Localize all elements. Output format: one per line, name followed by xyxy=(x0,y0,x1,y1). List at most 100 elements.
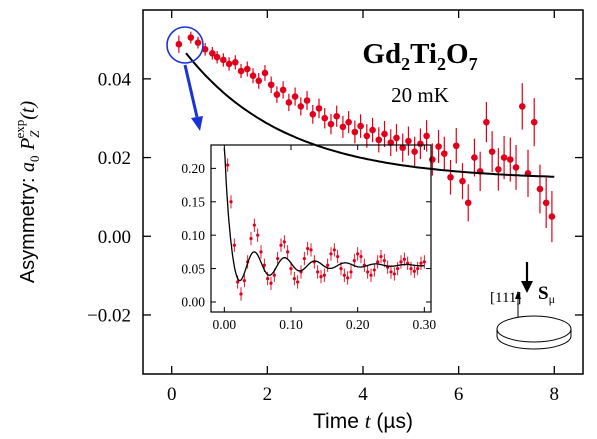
main-data-point xyxy=(399,144,406,152)
inset-data-point xyxy=(422,260,426,264)
main-x-tick-label: 6 xyxy=(454,384,464,405)
zoom-arrow-head xyxy=(191,116,203,131)
main-tick-labels: 0 2 4 6 8 −0.02 0.00 0.02 0.04 xyxy=(87,70,559,405)
inset-data-point xyxy=(322,273,326,277)
main-data-point xyxy=(495,166,502,173)
main-data-point xyxy=(429,156,436,163)
main-data-point xyxy=(518,103,526,110)
inset-data-point xyxy=(369,273,373,277)
main-y-tick-label: 0.04 xyxy=(98,70,132,91)
inset-y-tick-label: 0.00 xyxy=(181,295,205,310)
inset-data-point xyxy=(296,280,300,284)
main-data-point xyxy=(220,56,227,64)
x-axis-label-var: t xyxy=(365,409,372,433)
main-data-point xyxy=(530,118,538,126)
inset-data-point xyxy=(269,281,273,285)
main-data-point xyxy=(249,72,257,80)
crystal-axis-label: [111] xyxy=(490,290,521,306)
main-data-point xyxy=(303,97,311,104)
main-data-point xyxy=(327,120,335,128)
main-data-point xyxy=(507,156,514,163)
inset-data-point xyxy=(402,257,406,261)
inset-data-point xyxy=(266,277,270,281)
chart-title: Gd2Ti2O7 xyxy=(362,38,477,74)
title-element-o: O xyxy=(446,38,469,70)
main-data-point xyxy=(267,81,275,89)
inset-data-point xyxy=(336,254,340,259)
inset-data-point xyxy=(282,240,286,244)
main-data-point xyxy=(194,39,202,46)
inset-plot-frame xyxy=(210,144,432,313)
inset-data-point xyxy=(242,279,246,283)
main-data-point xyxy=(387,139,395,146)
x-axis-label-post: (µs) xyxy=(371,410,413,433)
main-data-point xyxy=(357,122,364,130)
inset-data-point xyxy=(289,266,293,271)
main-x-tick-label: 2 xyxy=(263,384,273,405)
spin-arrow-head xyxy=(521,281,533,293)
main-data-point xyxy=(375,136,383,144)
inset-data-point xyxy=(339,266,343,271)
inset-error-bars xyxy=(227,158,425,301)
main-data-point xyxy=(483,118,490,126)
main-data-point xyxy=(279,86,287,94)
title-element-ti: Ti xyxy=(410,38,437,70)
inset-data-point xyxy=(412,269,416,273)
main-y-tick-label: 0.02 xyxy=(98,148,131,169)
inset-data-point xyxy=(292,277,296,281)
main-data-points xyxy=(175,34,556,220)
main-data-point xyxy=(351,128,359,136)
inset-data-point xyxy=(306,246,310,251)
main-data-point xyxy=(273,91,281,98)
main-data-point xyxy=(548,213,556,220)
main-data-point xyxy=(339,123,347,131)
main-data-point xyxy=(315,105,323,112)
inset-data-point xyxy=(379,254,383,259)
inset-fit-curve xyxy=(223,148,425,282)
main-fit-curve xyxy=(185,52,555,178)
inset-data-point xyxy=(419,261,423,265)
main-data-point xyxy=(471,154,478,161)
inset-data-point xyxy=(332,248,336,252)
inset-data-point xyxy=(326,263,330,267)
main-data-point xyxy=(405,137,412,145)
y-axis-label-arg: (t) xyxy=(17,101,39,120)
inset-data-point xyxy=(226,163,230,167)
inset-y-tick-label: 0.20 xyxy=(181,161,205,176)
inset-data-point xyxy=(409,266,413,271)
inset-data-point xyxy=(356,252,360,256)
y-axis-label: Asymmetry: a0 PZexp(t) xyxy=(12,101,42,284)
sample-disk-top xyxy=(496,315,572,343)
inset-data-point xyxy=(399,260,403,264)
main-data-point xyxy=(213,53,221,61)
inset-y-tick-label: 0.05 xyxy=(181,261,205,276)
main-data-point xyxy=(175,40,183,48)
main-data-point xyxy=(232,59,239,66)
x-axis-label-pre: Time xyxy=(313,410,365,433)
inset-data-point xyxy=(382,258,386,263)
main-data-point xyxy=(209,49,216,57)
crystal-axis-arrow-head xyxy=(515,291,521,299)
y-axis-label-p-sup: exp xyxy=(12,120,27,139)
inset-data-point xyxy=(342,273,346,277)
title-element-gd: Gd xyxy=(362,38,401,70)
main-data-point xyxy=(309,110,317,118)
y-axis-label-a-sub: 0 xyxy=(27,156,42,163)
title-subscript-o: 7 xyxy=(469,54,478,74)
main-data-point xyxy=(255,77,263,85)
spin-label: Sμ xyxy=(538,283,555,306)
inset-data-point xyxy=(349,270,353,274)
main-data-point xyxy=(423,132,430,140)
main-data-point xyxy=(393,134,400,142)
main-x-tick-label: 0 xyxy=(167,384,177,405)
y-axis-label-p: P xyxy=(17,138,39,151)
title-subscript-ti: 2 xyxy=(437,54,446,74)
main-data-point xyxy=(333,112,340,120)
main-data-point xyxy=(225,60,233,68)
main-data-point xyxy=(381,130,388,138)
inset-data-point xyxy=(272,273,276,277)
inset-data-point xyxy=(346,276,350,280)
y-axis-label-pre: Asymmetry: xyxy=(17,172,39,283)
inset-data-points xyxy=(226,163,426,296)
